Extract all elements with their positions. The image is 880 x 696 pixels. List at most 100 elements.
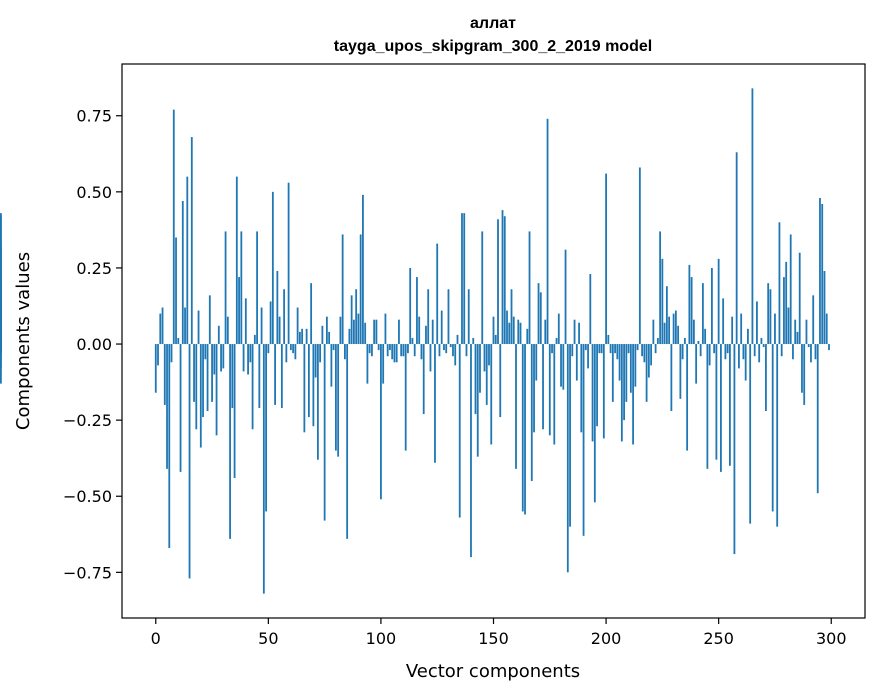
bar xyxy=(0,298,2,345)
bar xyxy=(366,344,369,384)
bar xyxy=(767,283,770,345)
x-tick-label: 200 xyxy=(591,629,622,648)
bar xyxy=(681,344,684,360)
bar xyxy=(519,322,522,345)
bar xyxy=(357,313,360,345)
bar xyxy=(0,344,2,348)
bar xyxy=(618,344,621,381)
bar xyxy=(440,310,443,345)
bar xyxy=(190,137,193,345)
bar xyxy=(375,319,378,345)
bar xyxy=(643,344,646,363)
x-tick-label: 100 xyxy=(366,629,397,648)
bar xyxy=(323,344,326,521)
bar xyxy=(276,270,279,345)
bar xyxy=(548,344,551,436)
bar xyxy=(582,344,585,536)
bar xyxy=(467,289,470,345)
bar xyxy=(364,322,367,345)
bar xyxy=(368,344,371,354)
bar xyxy=(184,307,186,345)
bar xyxy=(312,344,315,427)
bar xyxy=(692,319,695,345)
bar xyxy=(823,270,826,345)
bar xyxy=(749,344,752,524)
bar xyxy=(695,344,698,384)
chart-subtitle: tayga_upos_skipgram_300_2_2019 model xyxy=(334,38,652,55)
bar xyxy=(537,283,540,345)
bar xyxy=(407,344,409,354)
bar xyxy=(274,344,276,405)
bar xyxy=(494,334,497,345)
bar xyxy=(560,344,562,387)
bar xyxy=(154,344,157,393)
bar xyxy=(355,289,358,345)
bar xyxy=(650,344,653,366)
bar xyxy=(341,234,344,345)
bar xyxy=(409,267,412,345)
bar xyxy=(609,344,612,354)
bar xyxy=(492,316,495,345)
bar xyxy=(267,344,270,354)
bar xyxy=(708,344,711,366)
y-tick-label: 0.00 xyxy=(76,335,112,354)
bar xyxy=(638,167,641,345)
bar xyxy=(253,334,256,345)
bar xyxy=(465,344,468,357)
bar xyxy=(476,344,479,457)
bar xyxy=(508,322,511,345)
bar xyxy=(765,344,767,412)
bar xyxy=(321,325,324,345)
bar xyxy=(656,337,659,345)
bar xyxy=(783,277,785,345)
bar xyxy=(339,316,342,345)
bar xyxy=(771,344,774,512)
x-axis-ticks: 0 50 100 150 200 250 300 xyxy=(151,618,847,648)
bar xyxy=(499,344,502,418)
bar xyxy=(260,307,263,345)
y-axis-ticks: −0.75 −0.50 −0.25 0.00 0.25 0.50 0.75 xyxy=(63,107,122,582)
x-tick-label: 150 xyxy=(478,629,509,648)
bar xyxy=(285,344,288,363)
bar xyxy=(377,344,380,351)
bar xyxy=(197,310,200,345)
bar xyxy=(204,344,207,360)
bar xyxy=(668,316,671,345)
bar xyxy=(645,344,648,402)
bar xyxy=(571,344,574,357)
bar xyxy=(280,344,283,408)
bar xyxy=(614,344,616,354)
y-axis-label: Components values xyxy=(13,252,34,430)
bar xyxy=(801,344,803,393)
bar xyxy=(803,344,806,405)
bar xyxy=(787,307,790,345)
bar xyxy=(778,222,781,345)
bar xyxy=(607,334,610,345)
bar xyxy=(389,344,391,351)
bar xyxy=(715,344,718,460)
bar xyxy=(688,264,691,345)
bar xyxy=(812,295,815,345)
bar xyxy=(825,313,828,345)
bar xyxy=(828,344,830,351)
bar xyxy=(503,216,506,345)
bar xyxy=(733,344,736,555)
bar xyxy=(431,319,434,345)
bar xyxy=(524,344,526,515)
bar xyxy=(591,344,594,442)
bar xyxy=(742,344,745,360)
bar xyxy=(175,237,177,345)
bar xyxy=(224,231,227,345)
bar xyxy=(663,322,666,345)
bar xyxy=(564,249,567,345)
bar xyxy=(717,258,720,345)
y-tick-label: 0.25 xyxy=(76,259,112,278)
bar xyxy=(580,344,583,433)
bar xyxy=(530,344,533,482)
bar xyxy=(512,316,515,345)
bar xyxy=(807,344,810,348)
y-tick-label: 0.50 xyxy=(76,183,112,202)
bar xyxy=(701,283,704,345)
bar xyxy=(211,344,213,402)
bar xyxy=(427,289,430,345)
